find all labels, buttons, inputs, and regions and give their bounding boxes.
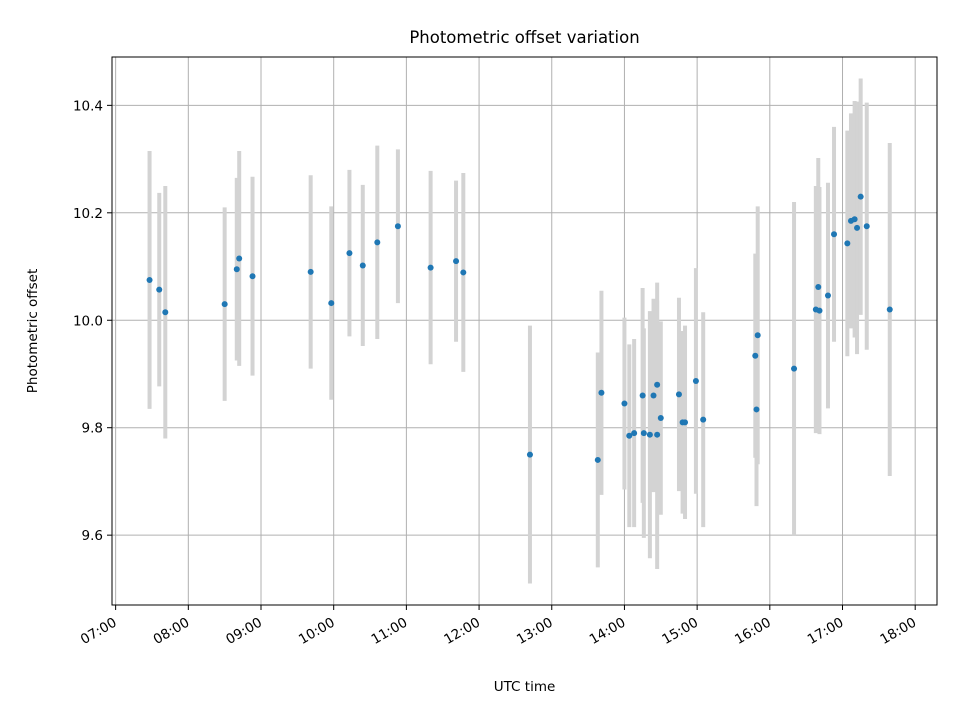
data-point: [626, 432, 633, 439]
data-point: [394, 223, 401, 230]
data-point: [156, 286, 163, 293]
y-tick-label: 9.6: [82, 528, 103, 544]
data-point: [359, 262, 366, 269]
data-point: [831, 231, 838, 238]
data-point: [249, 273, 256, 280]
data-point: [631, 430, 638, 437]
data-point: [851, 216, 858, 223]
data-point: [700, 416, 707, 423]
data-point: [654, 431, 661, 438]
data-point: [640, 430, 647, 437]
data-point: [824, 292, 831, 299]
data-point: [374, 239, 381, 246]
grid-lines: [112, 57, 937, 605]
chart-title: Photometric offset variation: [409, 28, 639, 47]
data-points: [146, 193, 893, 463]
data-point: [654, 381, 661, 388]
data-point: [460, 269, 467, 276]
plot-area: [111, 56, 938, 606]
data-point: [752, 352, 759, 359]
data-point: [854, 224, 861, 231]
data-point: [844, 240, 851, 247]
data-point: [221, 301, 228, 308]
data-point: [328, 300, 335, 307]
y-axis-label: Photometric offset: [25, 269, 41, 393]
x-axis-label: UTC time: [494, 679, 556, 695]
data-point: [233, 266, 240, 273]
data-point: [598, 389, 605, 396]
data-point: [236, 255, 243, 262]
data-point: [816, 307, 823, 314]
data-point: [857, 193, 864, 200]
data-point: [453, 258, 460, 265]
data-point: [791, 365, 798, 372]
data-point: [639, 392, 646, 399]
data-point: [682, 419, 689, 426]
y-tick-label: 10.0: [73, 313, 103, 329]
y-tick-label: 10.2: [73, 206, 103, 222]
data-point: [754, 332, 761, 339]
data-point: [162, 309, 169, 316]
data-point: [427, 264, 434, 271]
data-point: [863, 223, 870, 230]
data-point: [621, 400, 628, 407]
data-point: [886, 306, 893, 313]
data-point: [346, 250, 353, 257]
data-point: [146, 276, 153, 283]
data-point: [526, 451, 533, 458]
data-point: [646, 431, 653, 438]
data-point: [594, 456, 601, 463]
data-point: [692, 377, 699, 384]
data-point: [753, 406, 760, 413]
y-axis-ticks: 9.6 9.8 10.0 10.2 10.4: [73, 98, 112, 544]
data-point: [675, 391, 682, 398]
y-tick-label: 10.4: [73, 98, 103, 114]
data-point: [307, 268, 314, 275]
y-tick-label: 9.8: [82, 421, 103, 437]
data-point: [815, 283, 822, 290]
data-point: [657, 415, 664, 422]
data-point: [650, 392, 657, 399]
